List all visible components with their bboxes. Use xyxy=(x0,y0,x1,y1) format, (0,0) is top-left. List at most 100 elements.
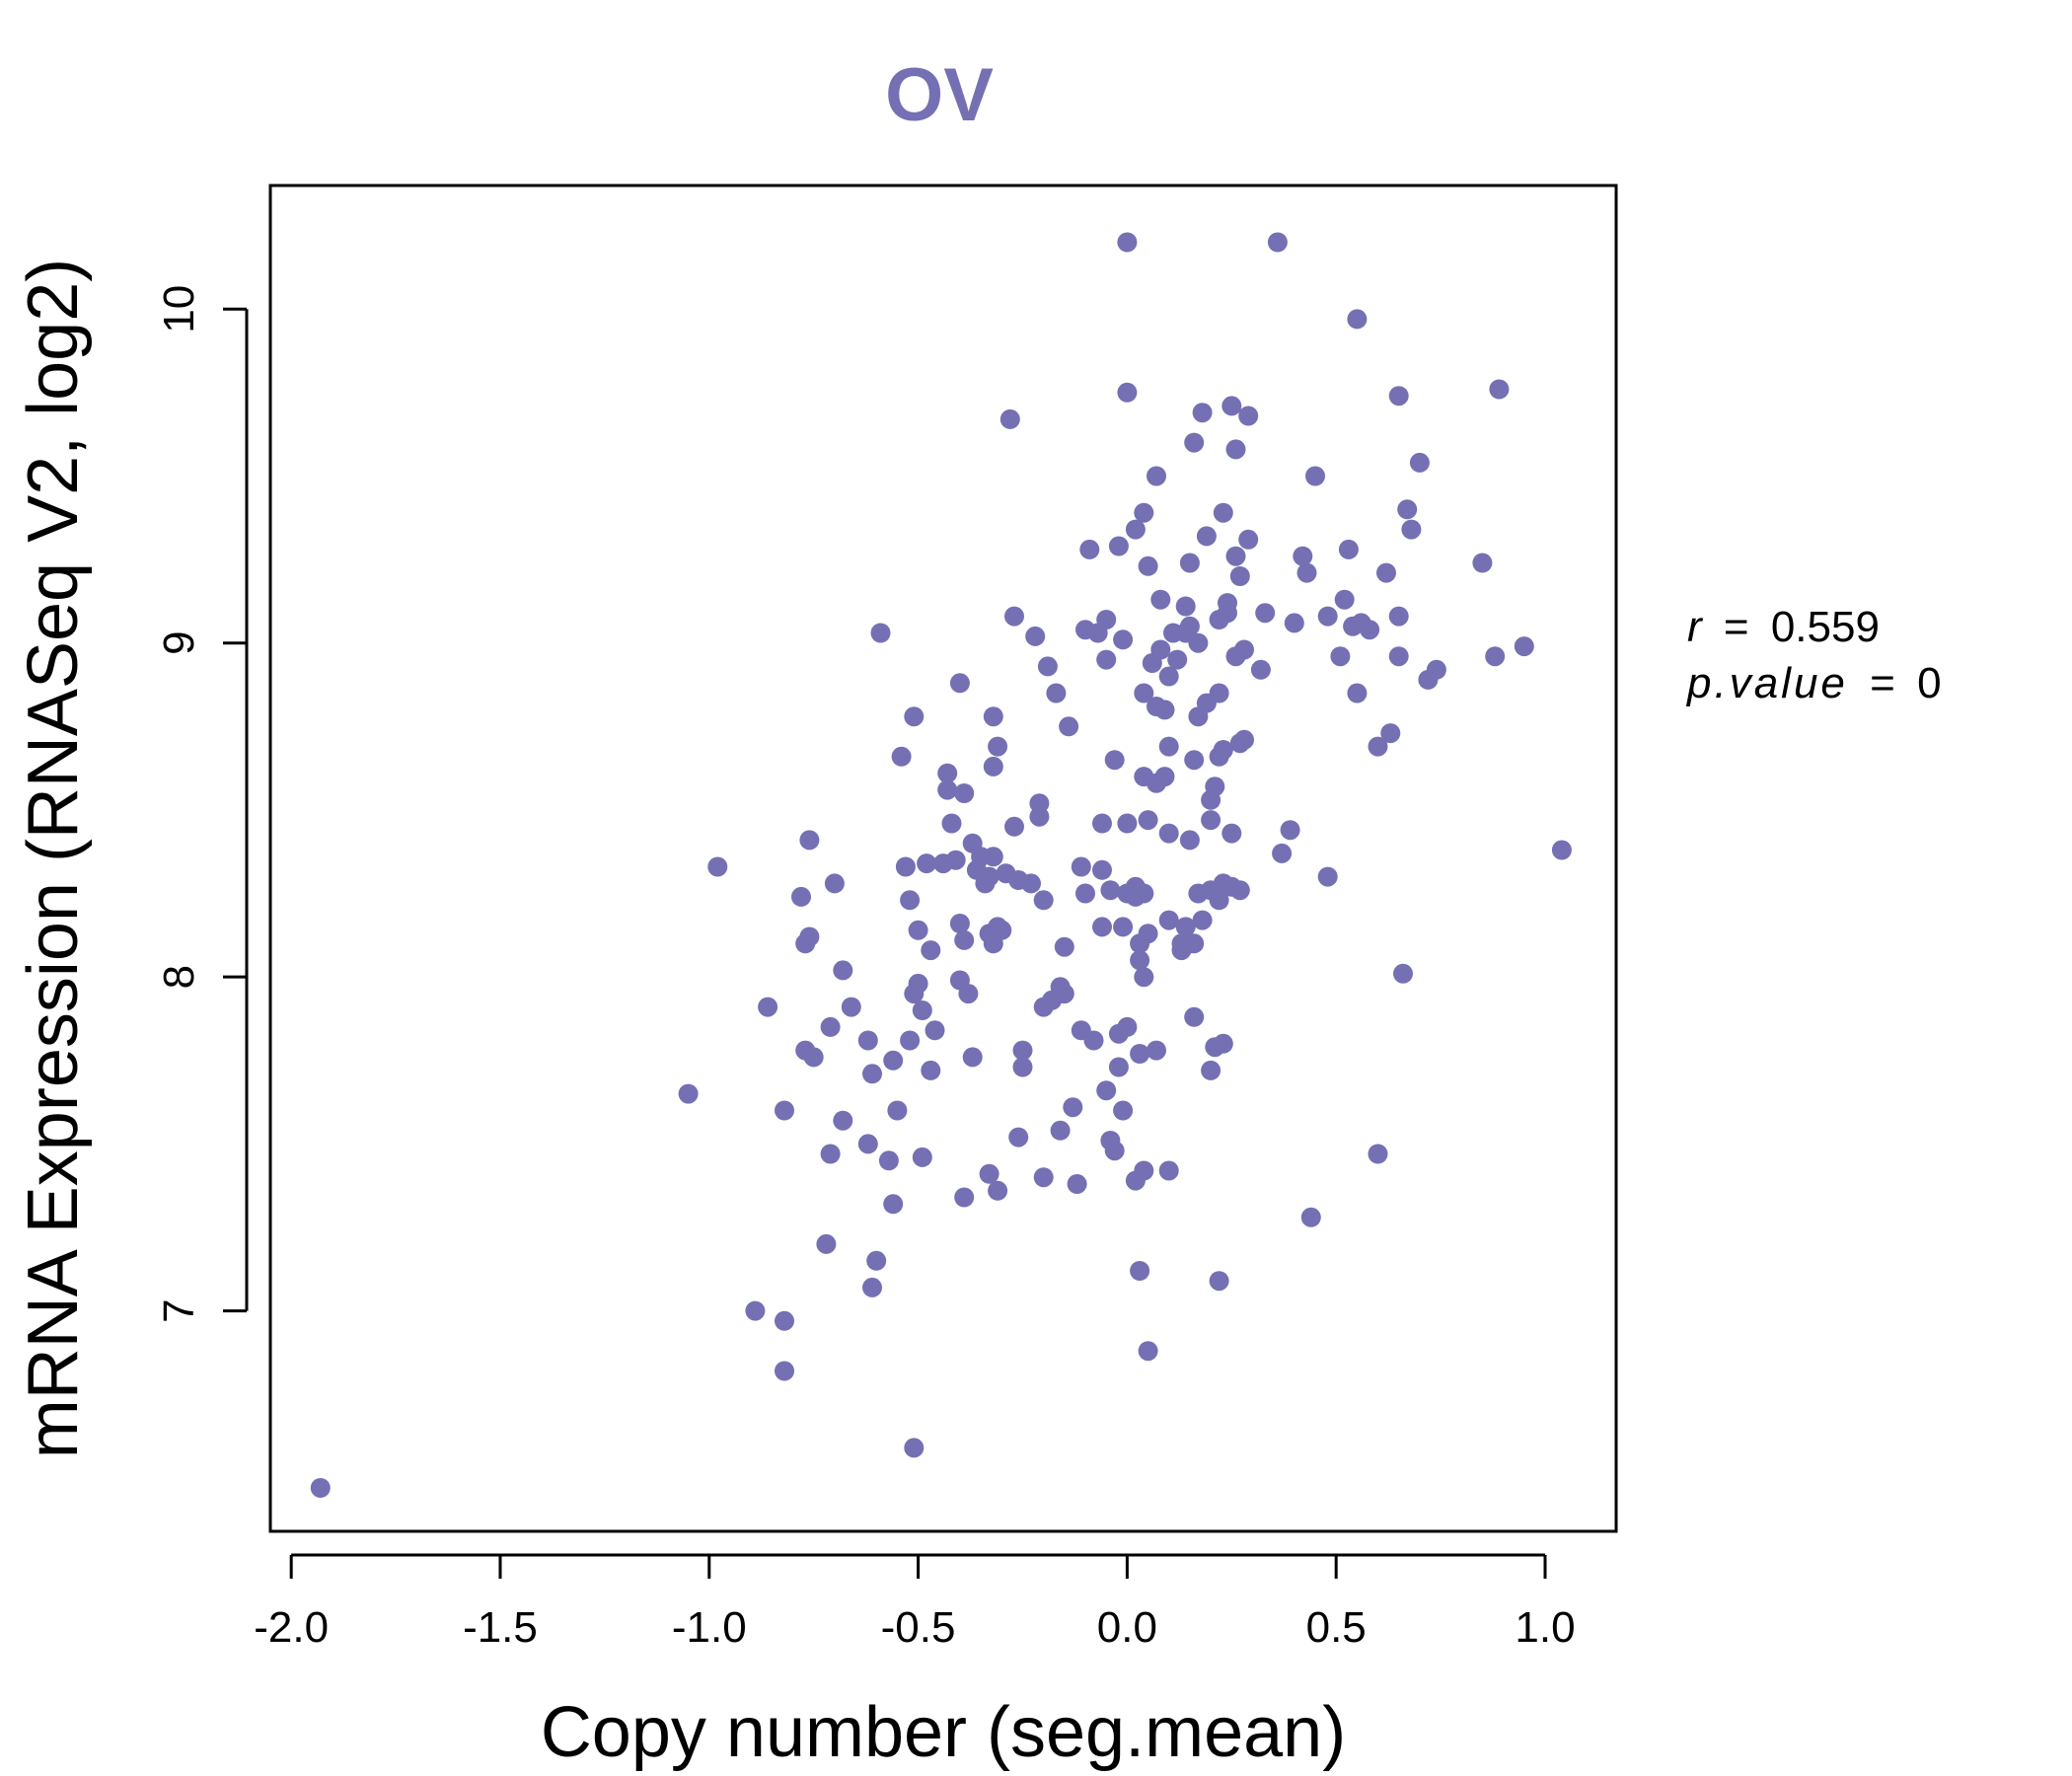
data-point-24 xyxy=(862,1277,882,1297)
r-equals: = xyxy=(1724,603,1749,651)
x-tick-label-4: 0.0 xyxy=(1097,1603,1157,1652)
data-point-210 xyxy=(1238,529,1259,550)
data-point-205 xyxy=(1229,880,1250,901)
data-point-228 xyxy=(1347,683,1368,703)
data-point-119 xyxy=(1113,629,1134,650)
data-point-177 xyxy=(1192,403,1213,423)
y-tick-label-2: 9 xyxy=(155,630,203,654)
data-point-151 xyxy=(1150,589,1171,610)
data-point-244 xyxy=(1472,553,1493,573)
data-point-211 xyxy=(1250,659,1271,680)
data-point-179 xyxy=(1196,526,1217,547)
data-point-110 xyxy=(1096,1080,1117,1101)
data-point-202 xyxy=(1225,546,1246,566)
data-point-236 xyxy=(1388,646,1409,667)
data-point-248 xyxy=(1551,840,1572,860)
data-point-131 xyxy=(1130,1261,1150,1281)
data-point-140 xyxy=(1134,1160,1154,1181)
data-point-218 xyxy=(1296,562,1317,583)
plot-frame xyxy=(268,184,1618,1533)
data-point-192 xyxy=(1213,502,1233,523)
data-point-43 xyxy=(921,940,941,961)
data-point-124 xyxy=(1117,813,1138,834)
correlation-annotation: r = 0.559 p.value = 0 xyxy=(1685,603,1942,707)
data-point-22 xyxy=(857,1134,878,1154)
data-point-126 xyxy=(1117,382,1138,403)
data-point-234 xyxy=(1380,723,1401,744)
x-tick-label-6: 1.0 xyxy=(1515,1603,1575,1652)
data-point-95 xyxy=(1054,984,1074,1004)
data-point-13 xyxy=(803,1047,824,1068)
data-point-1 xyxy=(678,1083,699,1104)
data-point-59 xyxy=(962,1047,983,1068)
data-point-137 xyxy=(1134,683,1154,703)
data-point-94 xyxy=(1054,936,1074,957)
data-point-29 xyxy=(883,1050,904,1071)
data-point-219 xyxy=(1300,1207,1321,1227)
y-tick-label-3: 10 xyxy=(155,285,203,333)
data-point-12 xyxy=(799,926,820,947)
y-tick-label-1: 8 xyxy=(155,965,203,989)
data-point-221 xyxy=(1317,606,1338,627)
data-point-158 xyxy=(1158,1160,1179,1181)
data-point-155 xyxy=(1158,823,1179,844)
data-point-157 xyxy=(1158,910,1179,930)
data-point-142 xyxy=(1138,924,1158,944)
data-point-82 xyxy=(1021,873,1041,894)
data-point-227 xyxy=(1347,309,1368,330)
data-point-52 xyxy=(949,914,970,933)
data-point-7 xyxy=(775,1361,794,1381)
data-point-245 xyxy=(1485,646,1506,667)
data-point-207 xyxy=(1234,639,1254,660)
data-point-133 xyxy=(1130,950,1150,971)
data-point-102 xyxy=(1075,883,1095,904)
data-point-73 xyxy=(992,920,1012,940)
data-point-54 xyxy=(954,783,975,803)
data-point-168 xyxy=(1179,616,1200,636)
data-point-223 xyxy=(1330,646,1351,667)
data-point-63 xyxy=(979,866,999,887)
data-point-93 xyxy=(1050,1120,1071,1141)
data-point-99 xyxy=(1071,856,1091,877)
data-point-50 xyxy=(945,850,966,870)
data-point-67 xyxy=(983,847,1003,867)
r-annotation: r = 0.559 xyxy=(1687,603,1880,651)
data-point-39 xyxy=(908,920,928,940)
data-point-21 xyxy=(857,1030,878,1051)
x-tick-label-3: -0.5 xyxy=(881,1603,956,1652)
data-point-166 xyxy=(1179,830,1200,851)
data-point-44 xyxy=(921,1060,941,1080)
data-point-27 xyxy=(878,1150,899,1171)
data-point-14 xyxy=(816,1233,837,1254)
data-point-51 xyxy=(949,673,970,694)
data-point-41 xyxy=(912,1147,932,1167)
data-point-143 xyxy=(1138,810,1158,831)
data-point-96 xyxy=(1059,716,1079,737)
data-point-237 xyxy=(1388,606,1409,627)
data-point-239 xyxy=(1397,499,1418,520)
data-point-198 xyxy=(1221,396,1242,416)
data-point-213 xyxy=(1267,232,1288,253)
data-point-120 xyxy=(1113,917,1134,937)
data-point-217 xyxy=(1293,546,1313,566)
data-point-4 xyxy=(758,997,778,1017)
data-point-160 xyxy=(1167,649,1188,670)
data-point-232 xyxy=(1368,1144,1388,1164)
data-point-136 xyxy=(1134,883,1154,904)
data-point-224 xyxy=(1334,589,1355,610)
data-point-33 xyxy=(900,890,921,911)
data-point-97 xyxy=(1063,1097,1083,1118)
data-point-170 xyxy=(1184,432,1205,453)
data-point-190 xyxy=(1209,890,1229,911)
data-point-246 xyxy=(1489,379,1510,400)
data-point-238 xyxy=(1393,963,1413,984)
p-equals: = xyxy=(1870,659,1895,707)
data-point-191 xyxy=(1209,1271,1229,1292)
points-layer xyxy=(310,232,1572,1498)
data-point-139 xyxy=(1134,502,1154,523)
data-point-144 xyxy=(1138,1341,1158,1362)
data-point-11 xyxy=(799,830,820,851)
data-point-70 xyxy=(988,736,1008,757)
data-point-206 xyxy=(1229,566,1250,586)
data-point-240 xyxy=(1401,519,1422,540)
